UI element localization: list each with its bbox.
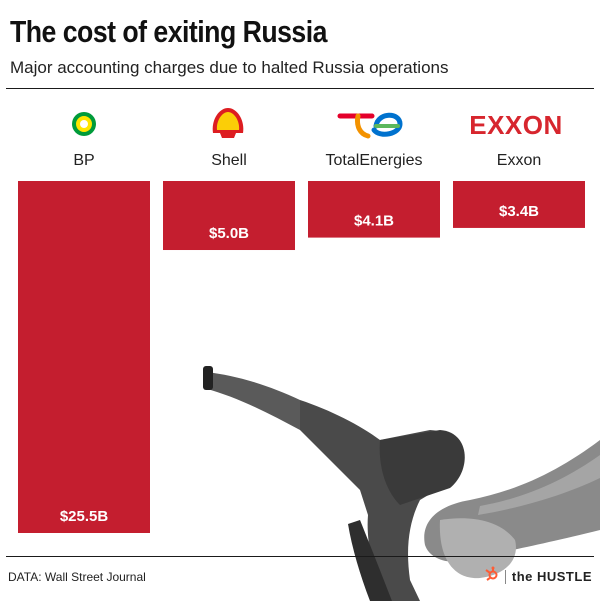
bars — [18, 181, 585, 533]
fuel-nozzle-illustration — [203, 366, 600, 601]
brand-separator — [504, 569, 506, 584]
value-label-totalenergies: $4.1B — [354, 213, 394, 230]
category-label-exxon: Exxon — [497, 152, 541, 169]
hubspot-sprocket-icon — [483, 566, 499, 587]
brand-mark: the HUSTLE — [483, 566, 592, 587]
category-label-bp: BP — [73, 152, 94, 169]
source-note: DATA: Wall Street Journal — [8, 570, 146, 584]
category-labels: BP Shell TotalEnergies Exxon — [73, 152, 541, 169]
top-divider — [6, 88, 594, 89]
bottom-divider — [6, 556, 594, 557]
category-label-shell: Shell — [211, 152, 247, 169]
page-title: The cost of exiting Russia — [10, 14, 327, 49]
bar-exxon — [453, 181, 585, 228]
bar-bp — [18, 181, 150, 533]
value-labels: $25.5B $5.0B $4.1B $3.4B — [60, 203, 539, 525]
bar-shell — [163, 181, 295, 251]
exxon-logo: EXXON — [469, 110, 563, 140]
brand-name: the HUSTLE — [511, 569, 592, 584]
page-subtitle: Major accounting charges due to halted R… — [10, 58, 449, 77]
svg-text:EXXON: EXXON — [469, 110, 563, 140]
value-label-exxon: $3.4B — [499, 203, 539, 220]
bar-totalenergies — [308, 181, 440, 238]
shell-pecten-logo — [212, 108, 244, 138]
value-label-shell: $5.0B — [209, 225, 249, 242]
bp-helios-logo — [72, 112, 96, 136]
totalenergies-logo — [337, 112, 403, 139]
value-label-bp: $25.5B — [60, 508, 109, 525]
category-label-totalenergies: TotalEnergies — [326, 152, 423, 169]
